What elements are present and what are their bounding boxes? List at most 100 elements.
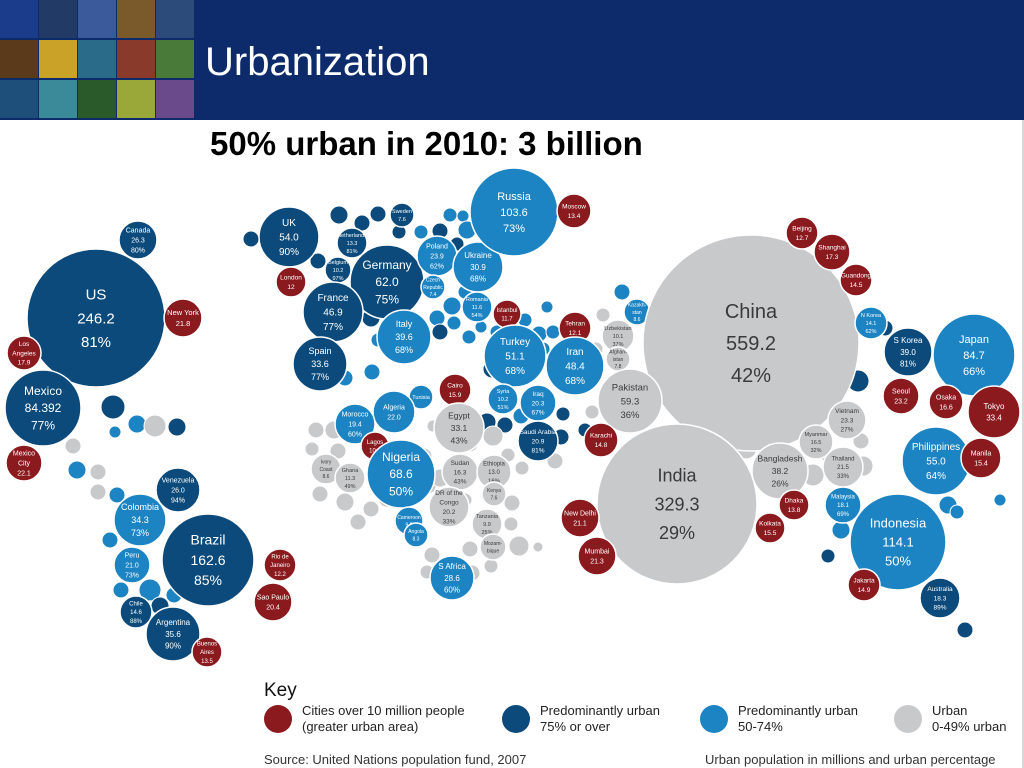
bubble-value: 13.4 bbox=[568, 213, 581, 220]
bubble-percent: 62% bbox=[865, 329, 876, 335]
bubble-label: Karachi bbox=[590, 433, 612, 440]
bubble-value: 559.2 bbox=[726, 333, 776, 355]
bubble-value: 14.8 bbox=[595, 442, 608, 449]
filler-bubble bbox=[532, 541, 544, 553]
filler-bubble bbox=[503, 516, 519, 532]
bubble-value: 33.6 bbox=[311, 359, 329, 369]
bubble-us: US 246.2 81% bbox=[26, 248, 166, 388]
bubble-algeria: Algeria 22.0 bbox=[372, 390, 416, 434]
bubble-label: Osaka bbox=[936, 394, 956, 401]
bubble-circle bbox=[155, 467, 201, 513]
bubble-s-korea: S Korea 39.0 81% bbox=[883, 327, 933, 377]
bubble-value: 15.9 bbox=[449, 392, 462, 399]
bubble-circle bbox=[847, 568, 881, 602]
filler-bubble bbox=[67, 460, 87, 480]
bubble-label: Kenya bbox=[487, 488, 501, 494]
bubble-mumbai: Mumbai 21.3 bbox=[577, 536, 617, 576]
bubble-uk: UK 54.0 90% bbox=[258, 206, 320, 268]
bubble-value: 12 bbox=[287, 284, 295, 291]
bubble-label: Bangladesh bbox=[758, 454, 803, 464]
bubble-label: Afghan- bbox=[609, 350, 627, 356]
filler-bubble bbox=[101, 531, 119, 549]
key-label-line1: Cities over 10 million people bbox=[302, 703, 465, 718]
filler-bubble bbox=[482, 425, 504, 447]
bubble-osaka: Osaka 16.6 bbox=[928, 384, 964, 420]
bubble-circle bbox=[778, 489, 810, 521]
filler-bubble bbox=[483, 558, 499, 574]
bubble-value: 33.4 bbox=[986, 414, 1002, 423]
bubble-percent: 97% bbox=[332, 276, 343, 282]
bubble-percent: 73% bbox=[503, 223, 525, 235]
bubble-label: Philippines bbox=[912, 442, 960, 453]
filler-bubble bbox=[138, 578, 162, 602]
filler-bubble bbox=[311, 485, 329, 503]
bubble-label: Netherlands bbox=[337, 233, 367, 239]
bubble-circle bbox=[263, 548, 297, 582]
bubble-france: France 46.9 77% bbox=[302, 281, 364, 343]
bubble-iran: Iran 48.4 68% bbox=[545, 336, 605, 396]
bubble-circle bbox=[366, 439, 436, 509]
bubble-percent: 68% bbox=[395, 345, 413, 355]
bubble-percent: 43% bbox=[453, 479, 466, 486]
bubble-value: 14.1 bbox=[866, 321, 877, 327]
bubble-value: 10.1 bbox=[613, 334, 624, 340]
bubble-label: Sao Paulo bbox=[257, 594, 289, 601]
bubble-percent: 29% bbox=[659, 523, 695, 543]
bubble-label: US bbox=[86, 286, 107, 303]
bubble-circle bbox=[420, 274, 446, 300]
bubble-buenos-aires: Buenos Aires 13.5 bbox=[191, 636, 223, 668]
bubble-label: Morocco bbox=[342, 411, 369, 418]
bubble-circle bbox=[960, 437, 1002, 479]
bubble-percent: 66% bbox=[963, 366, 985, 378]
filler-bubble bbox=[100, 394, 126, 420]
bubble-percent: 81% bbox=[900, 359, 916, 368]
bubble-malaysia: Malaysia 18.1 69% bbox=[824, 486, 862, 524]
key-swatch bbox=[264, 705, 292, 733]
bubble-percent: 81% bbox=[81, 334, 111, 351]
bubble-value: 7.6 bbox=[491, 495, 498, 501]
bubble-label: Tokyo bbox=[984, 402, 1005, 411]
bubble-value: 11.7 bbox=[501, 316, 513, 322]
bubble-percent: 77% bbox=[323, 322, 343, 333]
bubble-map: US 246.2 81% Canada 26.3 80% New York 21.8 Los An… bbox=[4, 167, 1021, 668]
bubble-label: China bbox=[725, 301, 778, 323]
bubble-circle bbox=[854, 306, 888, 340]
bubble-circle bbox=[6, 335, 42, 371]
bubble-circle bbox=[5, 444, 43, 482]
filler-bubble bbox=[496, 416, 514, 434]
bubble-beijing: Beijing 12.7 bbox=[785, 216, 819, 250]
bubble-value: 8.6 bbox=[323, 474, 330, 480]
bubble-shanghai: Shanghai 17.3 bbox=[813, 233, 851, 271]
bubble-value: 28.6 bbox=[444, 574, 460, 583]
bubble-percent: 60% bbox=[348, 432, 362, 439]
bubble-label: Vietnam bbox=[835, 408, 859, 415]
bubble-mexico-city: Mexico City 22.1 bbox=[5, 444, 43, 482]
bubble-percent: 90% bbox=[279, 247, 299, 258]
filler-bubble bbox=[514, 460, 530, 476]
bubble-value: 329.3 bbox=[654, 494, 699, 514]
bubble-indonesia: Indonesia 114.1 50% bbox=[849, 493, 947, 591]
bubble-value: 38.2 bbox=[772, 466, 789, 476]
photo-tile bbox=[0, 40, 38, 78]
bubble-percent: 68% bbox=[505, 366, 525, 377]
bubble-value: 162.6 bbox=[190, 552, 225, 568]
bubble-value: 16.6 bbox=[939, 405, 953, 412]
bubble-label: Beijing bbox=[792, 226, 812, 233]
bubble-value: 13.3 bbox=[347, 241, 358, 247]
bubble-value: 22.1 bbox=[17, 471, 31, 478]
filler-bubble bbox=[508, 535, 530, 557]
filler-bubble bbox=[127, 414, 147, 434]
bubble-label: Mexico bbox=[13, 450, 35, 457]
bubble-value: 39.0 bbox=[900, 348, 916, 357]
bubble-label: Guandong bbox=[841, 273, 872, 280]
photo-tile bbox=[39, 40, 77, 78]
bubble-label: France bbox=[317, 293, 349, 304]
bubble-dhaka: Dhaka 13.8 bbox=[778, 489, 810, 521]
bubble-value: 17.3 bbox=[826, 254, 839, 261]
bubble-germany: Germany 62.0 75% bbox=[349, 244, 425, 320]
bubble-value: 20.3 bbox=[532, 400, 545, 407]
bubble-percent: 51% bbox=[497, 405, 508, 411]
bubble-australia: Australia 18.3 89% bbox=[919, 577, 961, 619]
bubble-rio-de-janeiro: Rio de Janeiro 12.2 bbox=[263, 548, 297, 582]
key-title: Key bbox=[264, 680, 297, 701]
